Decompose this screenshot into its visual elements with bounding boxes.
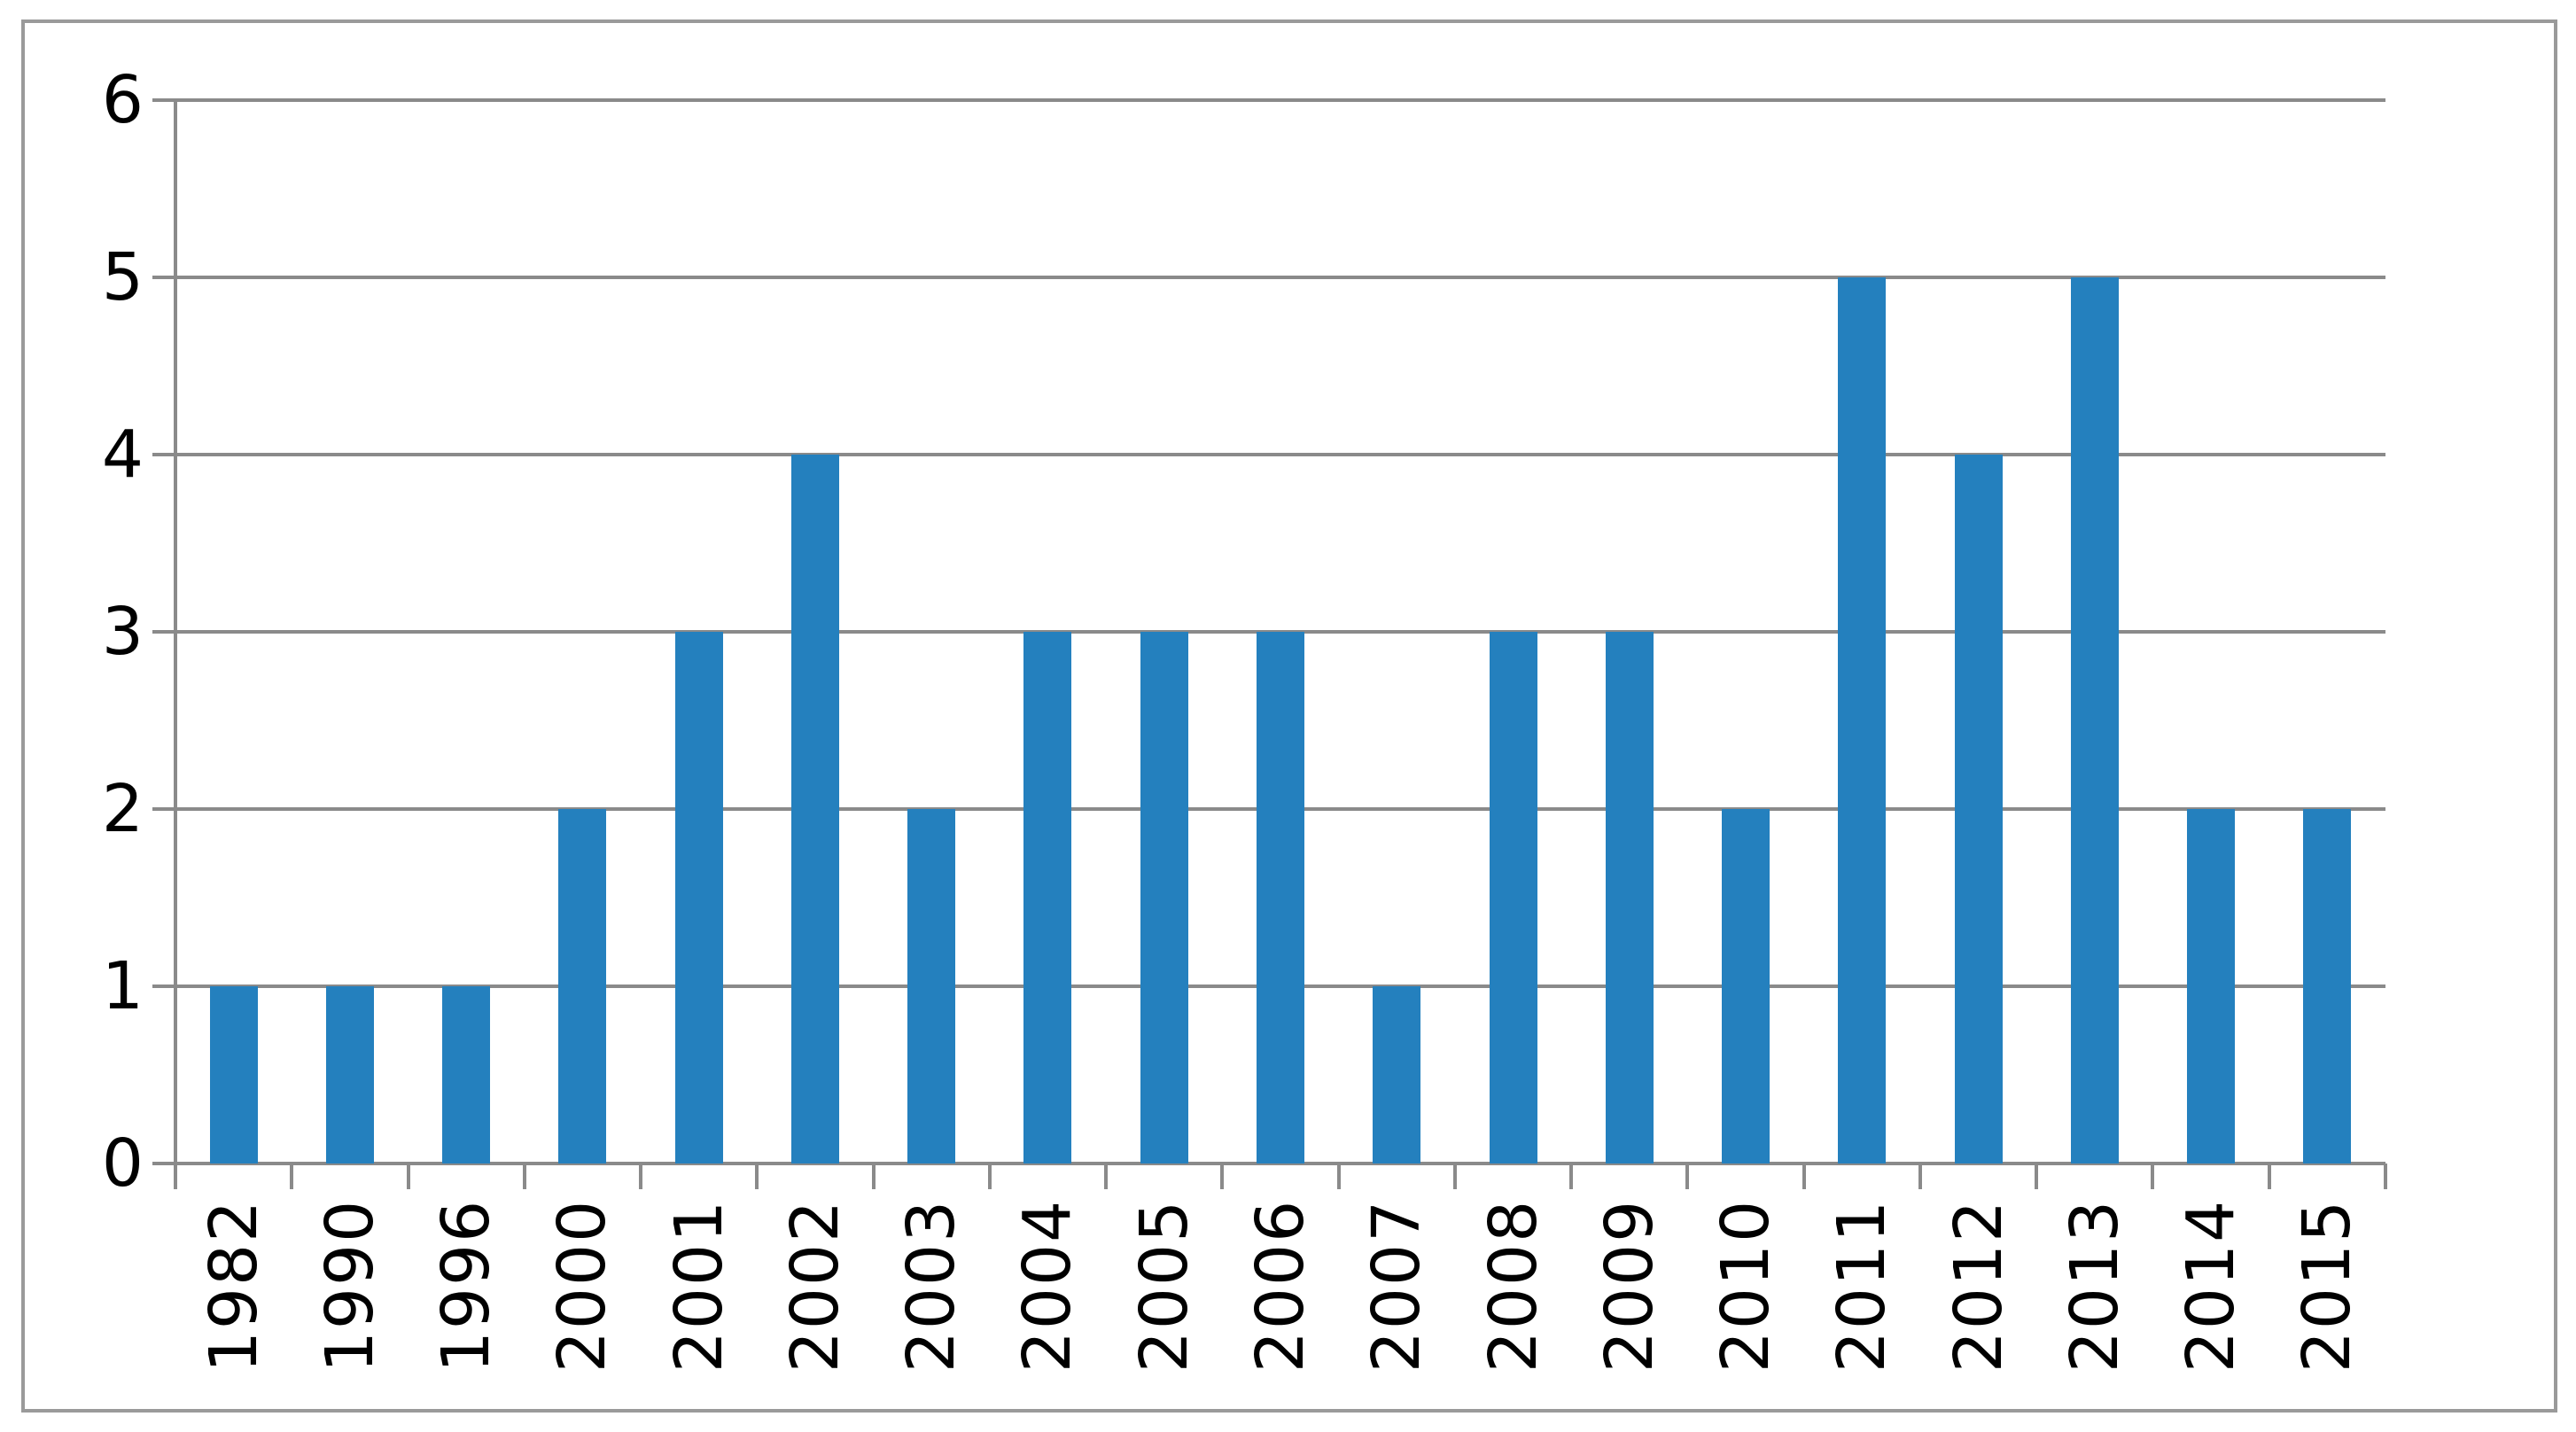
- x-axis-tick: [2151, 1164, 2155, 1189]
- y-axis-label-3: 3: [101, 594, 144, 670]
- x-axis-tick: [406, 1164, 410, 1189]
- x-axis-tick: [2035, 1164, 2039, 1189]
- x-axis-tick: [174, 1164, 177, 1189]
- y-axis-label-1: 1: [101, 948, 144, 1024]
- y-axis-label-4: 4: [101, 416, 144, 493]
- x-axis-tick: [1336, 1164, 1341, 1189]
- x-axis-tick: [522, 1164, 526, 1189]
- bar-2003: [907, 809, 956, 1164]
- x-axis-tick: [1220, 1164, 1225, 1189]
- x-axis-tick: [1452, 1164, 1457, 1189]
- x-axis-tick: [1918, 1164, 1922, 1189]
- x-axis-tick: [987, 1164, 992, 1189]
- y-axis-label-5: 5: [101, 239, 144, 315]
- x-axis-label-2003: 2003: [893, 1198, 970, 1374]
- x-axis-label-2014: 2014: [2173, 1198, 2250, 1374]
- x-axis-label-2005: 2005: [1125, 1198, 1202, 1374]
- bar-2015: [2303, 809, 2352, 1164]
- x-axis-label-1982: 1982: [195, 1198, 272, 1374]
- bar-2008: [1489, 632, 1537, 1164]
- y-axis-label-2: 2: [101, 771, 144, 847]
- x-axis-label-2006: 2006: [1242, 1198, 1319, 1374]
- x-axis-label-2012: 2012: [1940, 1198, 2017, 1374]
- x-axis-line: [152, 1162, 2385, 1165]
- bar-2009: [1605, 632, 1654, 1164]
- bar-2001: [674, 632, 723, 1164]
- x-axis-label-2004: 2004: [1009, 1198, 1086, 1374]
- bar-2013: [2070, 277, 2119, 1164]
- bar-1990: [325, 986, 374, 1164]
- x-axis-label-2011: 2011: [1824, 1198, 1901, 1374]
- x-axis-label-1996: 1996: [428, 1198, 505, 1374]
- x-axis-tick: [1685, 1164, 1690, 1189]
- x-axis-label-2008: 2008: [1475, 1198, 1552, 1374]
- bar-2011: [1838, 277, 1887, 1164]
- y-axis-label-6: 6: [101, 62, 144, 138]
- x-axis-tick: [2384, 1164, 2387, 1189]
- x-axis-tick: [290, 1164, 294, 1189]
- x-axis-tick: [2267, 1164, 2271, 1189]
- bar-2002: [790, 455, 839, 1164]
- x-axis-label-2007: 2007: [1358, 1198, 1436, 1374]
- x-axis-label-2002: 2002: [776, 1198, 853, 1374]
- x-axis-tick: [1104, 1164, 1109, 1189]
- x-axis-tick: [1569, 1164, 1574, 1189]
- x-axis-label-2001: 2001: [660, 1198, 737, 1374]
- x-axis-label-2010: 2010: [1708, 1198, 1785, 1374]
- gridline-4: [152, 453, 2385, 456]
- x-axis-label-1990: 1990: [311, 1198, 388, 1374]
- bar-2006: [1257, 632, 1304, 1164]
- x-axis-label-2015: 2015: [2289, 1198, 2366, 1374]
- gridline-5: [152, 276, 2385, 279]
- bar-1996: [442, 986, 491, 1164]
- bar-2014: [2187, 809, 2236, 1164]
- x-axis-tick: [1802, 1164, 1806, 1189]
- bar-1982: [209, 986, 258, 1164]
- bar-2000: [558, 809, 607, 1164]
- bar-2012: [1954, 455, 2003, 1164]
- bar-2005: [1140, 632, 1188, 1164]
- x-axis-tick: [639, 1164, 643, 1189]
- x-axis-label-2013: 2013: [2056, 1198, 2133, 1374]
- x-axis-label-2000: 2000: [544, 1198, 621, 1374]
- y-axis-label-0: 0: [101, 1125, 144, 1202]
- x-axis-label-2009: 2009: [1591, 1198, 1668, 1374]
- bar-2010: [1722, 809, 1771, 1164]
- x-axis-tick: [871, 1164, 876, 1189]
- bar-2007: [1373, 986, 1421, 1164]
- y-axis-line: [174, 100, 177, 1189]
- x-axis-tick: [755, 1164, 759, 1189]
- gridline-6: [152, 98, 2385, 102]
- bar-2004: [1023, 632, 1072, 1164]
